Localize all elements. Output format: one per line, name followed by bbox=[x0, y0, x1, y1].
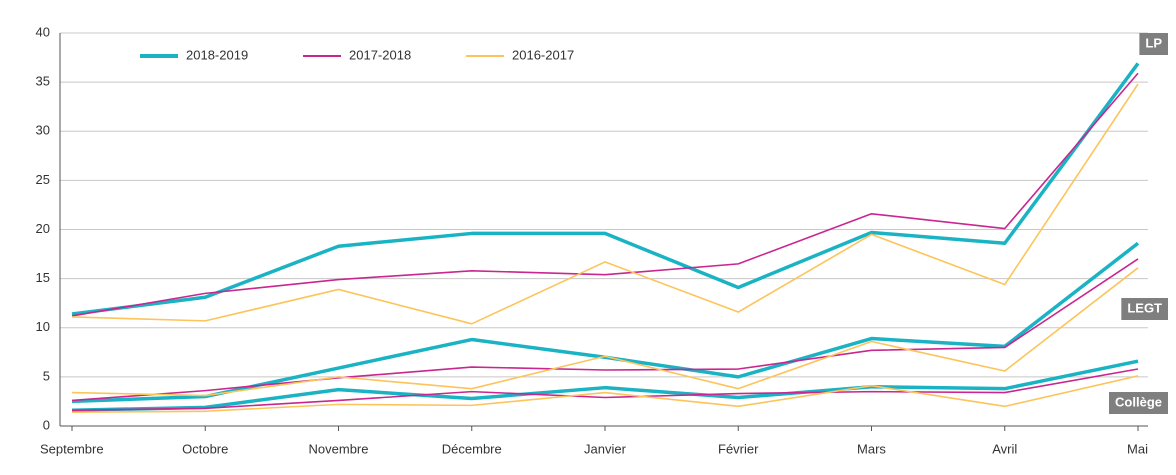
x-tick-label: Novembre bbox=[309, 441, 369, 456]
group-tag: Collège bbox=[1115, 394, 1162, 409]
series-line bbox=[71, 258, 1139, 402]
group-tag: LEGT bbox=[1127, 300, 1162, 315]
series-line bbox=[71, 368, 1139, 412]
y-tick-label: 10 bbox=[36, 319, 50, 334]
x-tick-label: Mai bbox=[1127, 441, 1148, 456]
group-tag-box bbox=[1109, 392, 1168, 414]
y-tick-label: 40 bbox=[36, 24, 50, 39]
x-tick-label: Octobre bbox=[182, 441, 228, 456]
x-tick-label: Décembre bbox=[442, 441, 502, 456]
series-line bbox=[71, 359, 1139, 413]
y-tick-label: 30 bbox=[36, 123, 50, 138]
legend-label: 2017-2018 bbox=[349, 47, 411, 62]
group-tag-box bbox=[1139, 33, 1168, 55]
legend-label: 2016-2017 bbox=[512, 47, 574, 62]
y-tick-label: 35 bbox=[36, 74, 50, 89]
y-tick-label: 20 bbox=[36, 221, 50, 236]
y-tick-label: 15 bbox=[36, 270, 50, 285]
y-tick-label: 0 bbox=[43, 417, 50, 432]
series-line bbox=[71, 241, 1140, 404]
series-line bbox=[71, 72, 1139, 317]
legend-label: 2018-2019 bbox=[186, 47, 248, 62]
series-line bbox=[71, 62, 1140, 316]
group-tag-box bbox=[1121, 298, 1168, 320]
x-tick-label: Avril bbox=[992, 441, 1017, 456]
y-tick-label: 5 bbox=[43, 368, 50, 383]
y-tick-label: 25 bbox=[36, 172, 50, 187]
series-line bbox=[71, 267, 1139, 397]
series-line bbox=[71, 83, 1139, 325]
x-tick-label: Février bbox=[718, 441, 759, 456]
series-line bbox=[71, 375, 1139, 414]
x-tick-label: Mars bbox=[857, 441, 886, 456]
x-tick-label: Septembre bbox=[40, 441, 104, 456]
x-tick-label: Janvier bbox=[584, 441, 627, 456]
group-tag: LP bbox=[1145, 35, 1162, 50]
